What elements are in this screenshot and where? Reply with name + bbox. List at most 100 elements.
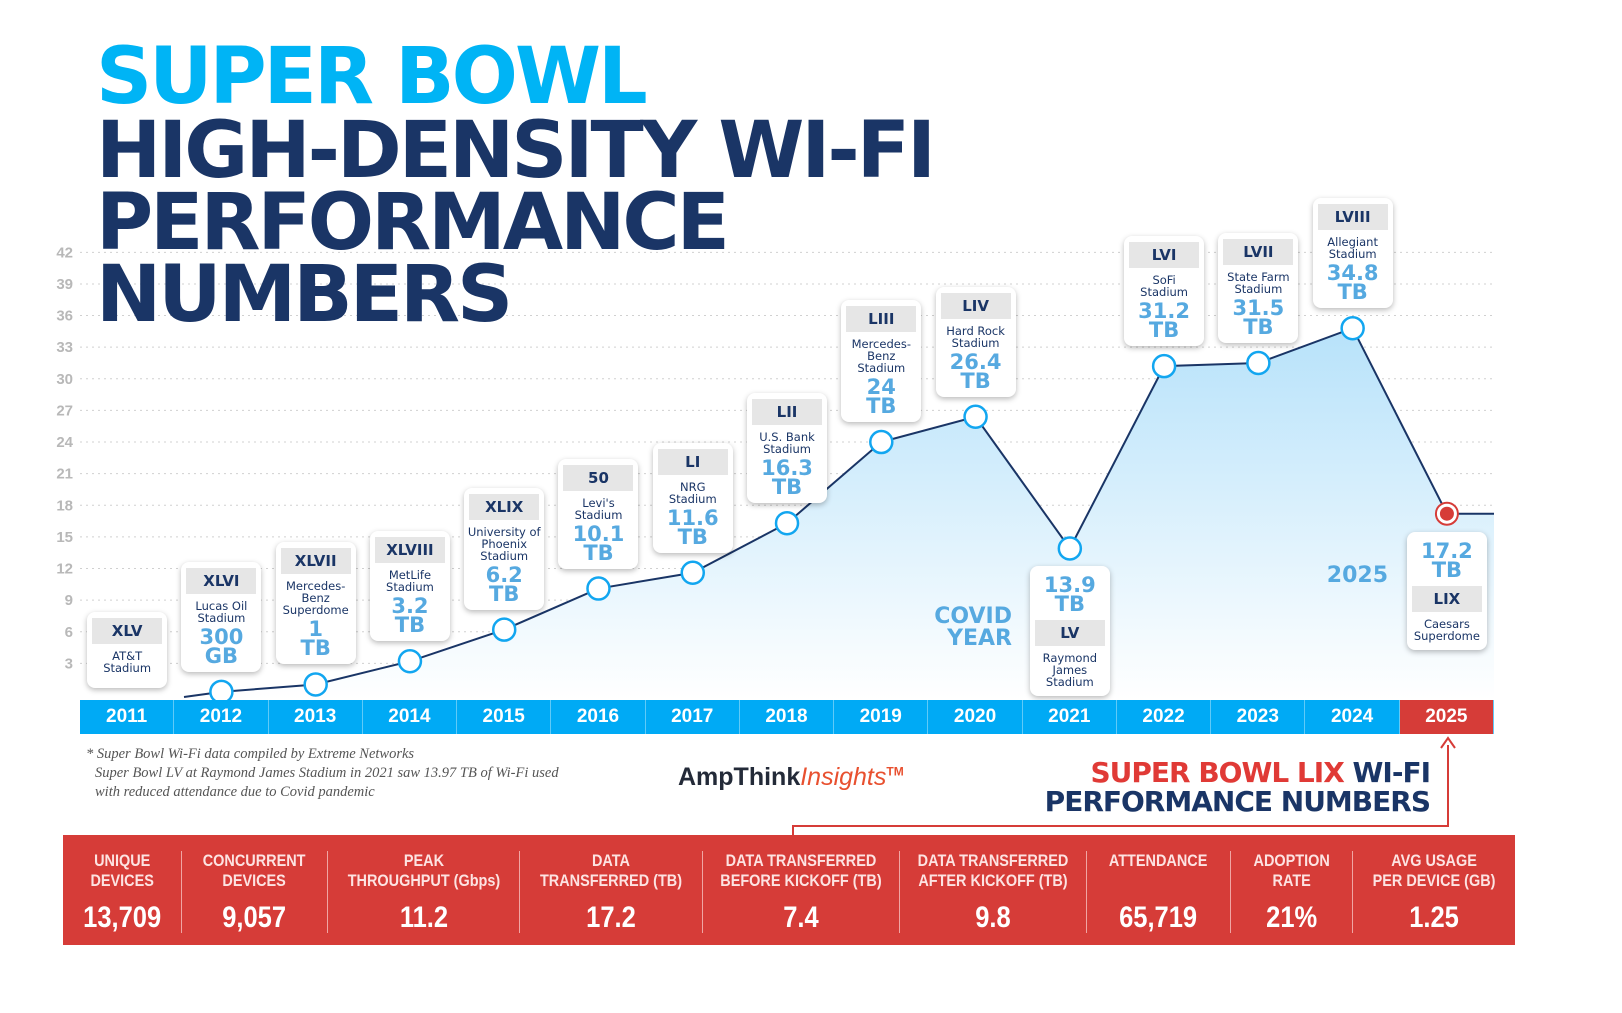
callout-2024: LVIII Allegiant Stadium 34.8 TB: [1312, 198, 1393, 309]
stadium-line-2: Stadium: [1234, 282, 1283, 296]
y-tick-label: 9: [65, 592, 73, 609]
value-number: 1: [308, 617, 323, 642]
value-unit: TB: [1431, 557, 1463, 582]
y-tick-label: 42: [56, 244, 73, 261]
year-label: 2011: [80, 700, 175, 734]
year-label: 2025: [1399, 700, 1494, 734]
callout-2014: XLVIII MetLife Stadium 3.2 TB: [369, 531, 450, 642]
value-unit: GB: [204, 643, 239, 668]
roman-numeral: LVII: [1223, 239, 1294, 265]
callout-2013: XLVII Mercedes-Benz Superdome 1 TB: [275, 542, 356, 665]
roman-numeral: LIII: [846, 306, 917, 333]
stadium-line-2: Stadium: [1328, 247, 1377, 262]
stadium-line-1: Raymond James: [1042, 651, 1098, 678]
callout-2021: 13.9 TB LV Raymond James Stadium: [1029, 566, 1110, 697]
y-tick-label: 15: [56, 529, 73, 546]
stat-label-1: CONCURRENT: [203, 851, 306, 870]
stadium-line-2: Phoenix Stadium: [480, 536, 529, 563]
value-unit: TB: [1148, 318, 1180, 343]
stat-value: 9.8: [975, 901, 1012, 934]
stadium-line-1: Caesars: [1423, 616, 1470, 631]
y-tick-label: 39: [56, 276, 73, 293]
data-value: 11.6 TB: [653, 507, 733, 547]
stadium-line-1: SoFi: [1152, 273, 1176, 288]
data-point: [491, 617, 517, 642]
stat-8: AVG USAGE PER DEVICE (GB) 1.25: [1353, 851, 1515, 933]
y-tick-label: 3: [65, 655, 73, 672]
data-value: 1 TB: [276, 617, 356, 659]
year-label: 2024: [1305, 700, 1400, 734]
value-unit: TB: [583, 540, 614, 565]
stadium-line-2: Superdome: [1413, 628, 1480, 643]
data-value: 16.3 TB: [747, 458, 827, 498]
value-number: 31.5: [1232, 296, 1285, 320]
value-unit: TB: [1054, 592, 1085, 617]
stat-2: PEAK THROUGHPUT (Gbps) 11.2: [328, 851, 521, 933]
stat-4: DATA TRANSFERRED BEFORE KICKOFF (TB) 7.4: [703, 851, 901, 934]
y-tick-label: 27: [56, 402, 73, 419]
stadium-line-2: Stadium: [1140, 285, 1189, 300]
stat-6: ATTENDANCE 65,719: [1087, 851, 1231, 933]
stat-label-1: ADOPTION: [1253, 851, 1330, 870]
value-number: 3.2: [391, 594, 429, 619]
data-value: 31.5 TB: [1218, 296, 1298, 338]
roman-numeral: XLVII: [280, 548, 351, 575]
data-value: 6.2 TB: [464, 564, 544, 604]
stat-label: ADOPTION RATE: [1240, 851, 1343, 891]
stadium-name: Allegiant Stadium: [1313, 236, 1393, 260]
stadium-name: Mercedes-Benz Superdome: [276, 580, 356, 616]
stat-label: ATTENDANCE: [1098, 851, 1219, 891]
value-number: 13.9: [1043, 573, 1096, 598]
roman-numeral: 50: [563, 464, 634, 491]
stadium-name: SoFi Stadium: [1124, 274, 1204, 298]
lix-heading: SUPER BOWL LIX WI-FI PERFORMANCE NUMBERS: [1045, 758, 1431, 816]
stat-label: DATA TRANSFERRED BEFORE KICKOFF (TB): [718, 851, 885, 891]
callout-2011: XLV AT&T Stadium: [87, 612, 168, 688]
year-label: 2020: [928, 700, 1023, 734]
callout-2012: XLVI Lucas Oil Stadium 300 GB: [181, 561, 262, 672]
year-label: 2019: [834, 700, 929, 734]
stat-3: DATA TRANSFERRED (TB) 17.2: [520, 851, 704, 933]
callout-2025: 17.2 TB LIX Caesars Superdome: [1406, 531, 1487, 650]
year-label: 2022: [1116, 700, 1212, 734]
stat-label-1: DATA: [592, 851, 631, 870]
data-value: 17.2 TB: [1407, 540, 1487, 582]
stat-label-1: PEAK: [403, 851, 444, 870]
year-axis: 2011 2012 2013 2014 2015 2016 2017 2018 2019 2020…: [80, 700, 1494, 734]
stat-label-2: TRANSFERRED (TB): [540, 871, 683, 890]
brand-tm: TM: [886, 764, 904, 779]
stat-label: AVG USAGE PER DEVICE (GB): [1365, 851, 1503, 891]
covid-line-1: COVID: [934, 604, 1012, 629]
value-unit: TB: [866, 394, 897, 419]
stat-value: 7.4: [783, 901, 820, 934]
covid-year-annotation: COVID YEAR: [920, 606, 1012, 650]
stat-label: DATA TRANSFERRED (TB): [534, 851, 689, 891]
callout-2022: LVI SoFi Stadium 31.2 TB: [1124, 236, 1205, 347]
stadium-line-2: Superdome: [282, 603, 349, 618]
roman-numeral: LI: [657, 448, 728, 475]
stat-label-2: AFTER KICKOFF (TB): [918, 871, 1069, 890]
stadium-line-1: Mercedes-Benz: [851, 337, 911, 364]
stadium-line-1: NRG: [679, 479, 706, 494]
footnote-3: with reduced attendance due to Covid pan…: [95, 784, 375, 800]
y-tick-label: 6: [65, 624, 73, 641]
data-value: 10.1 TB: [558, 523, 638, 565]
data-point: [869, 429, 894, 455]
data-point: [963, 404, 988, 429]
year-label: 2021: [1022, 700, 1117, 734]
brand-name: AmpThink: [678, 763, 801, 791]
data-line: [183, 326, 1494, 698]
stat-value: 1.25: [1409, 901, 1459, 934]
stadium-name: State Farm Stadium: [1218, 271, 1298, 295]
stat-value: 9,057: [222, 901, 287, 934]
covid-line-2: YEAR: [947, 626, 1012, 651]
year-label: 2013: [268, 700, 363, 734]
stat-label: DATA TRANSFERRED AFTER KICKOFF (TB): [914, 851, 1072, 891]
data-value: 31.2 TB: [1124, 301, 1204, 343]
roman-numeral: XLV: [92, 618, 163, 644]
stat-label-2: DEVICES: [222, 871, 287, 890]
year-label: 2017: [645, 700, 740, 734]
stadium-line-1: University of: [467, 524, 541, 539]
stat-label-1: DATA TRANSFERRED: [918, 851, 1069, 870]
stat-label-1: UNIQUE: [94, 851, 151, 870]
